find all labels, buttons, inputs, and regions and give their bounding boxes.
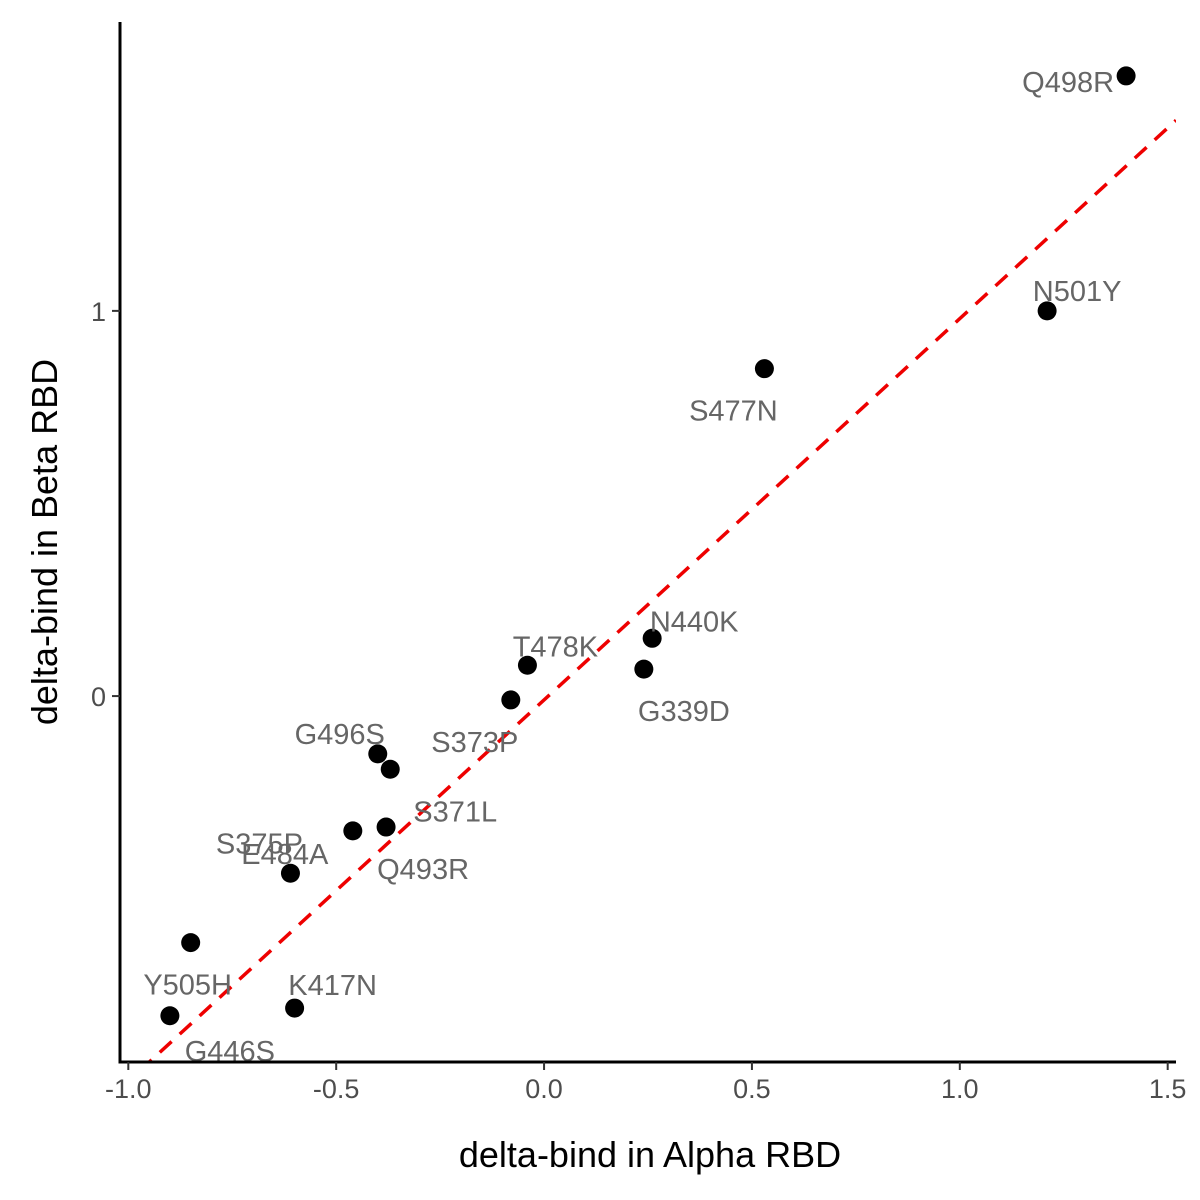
data-point [376, 817, 396, 837]
data-point [343, 821, 363, 841]
point-label: S375P [216, 828, 303, 860]
point-label: N501Y [1033, 276, 1122, 308]
point-label: K417N [288, 970, 377, 1002]
reference-line [146, 119, 1176, 1062]
point-label: T478K [513, 631, 599, 663]
data-point [642, 628, 662, 648]
x-tick-label: -0.5 [313, 1074, 360, 1104]
y-tick-label: 0 [91, 682, 106, 712]
x-axis-title: delta-bind in Alpha RBD [459, 1134, 841, 1175]
data-point [1037, 301, 1057, 321]
x-tick-label: 1.5 [1149, 1074, 1187, 1104]
data-point [1116, 66, 1136, 86]
data-point [285, 998, 305, 1018]
data-point [517, 655, 537, 675]
data-point [754, 359, 774, 379]
x-tick-label: 0.5 [733, 1074, 771, 1104]
point-label: E484A [241, 839, 329, 871]
point-label: S477N [689, 396, 778, 428]
point-label: S373P [431, 727, 518, 759]
point-label: N440K [650, 606, 739, 638]
x-tick-label: 1.0 [941, 1074, 979, 1104]
data-point [501, 690, 521, 710]
point-label: S371L [413, 796, 497, 828]
x-tick-label: -1.0 [105, 1074, 152, 1104]
point-label: Y505H [143, 970, 232, 1002]
data-point [280, 863, 300, 883]
point-label: Q493R [377, 854, 469, 886]
y-axis-title: delta-bind in Beta RBD [24, 359, 65, 725]
point-label: G339D [638, 696, 730, 728]
data-point [368, 744, 388, 764]
data-point [380, 759, 400, 779]
data-point [634, 659, 654, 679]
point-label: G496S [295, 719, 385, 751]
data-point [181, 933, 201, 953]
x-tick-label: 0.0 [525, 1074, 563, 1104]
point-label: Q498R [1022, 67, 1114, 99]
data-point [160, 1006, 180, 1026]
y-tick-label: 1 [91, 297, 106, 327]
